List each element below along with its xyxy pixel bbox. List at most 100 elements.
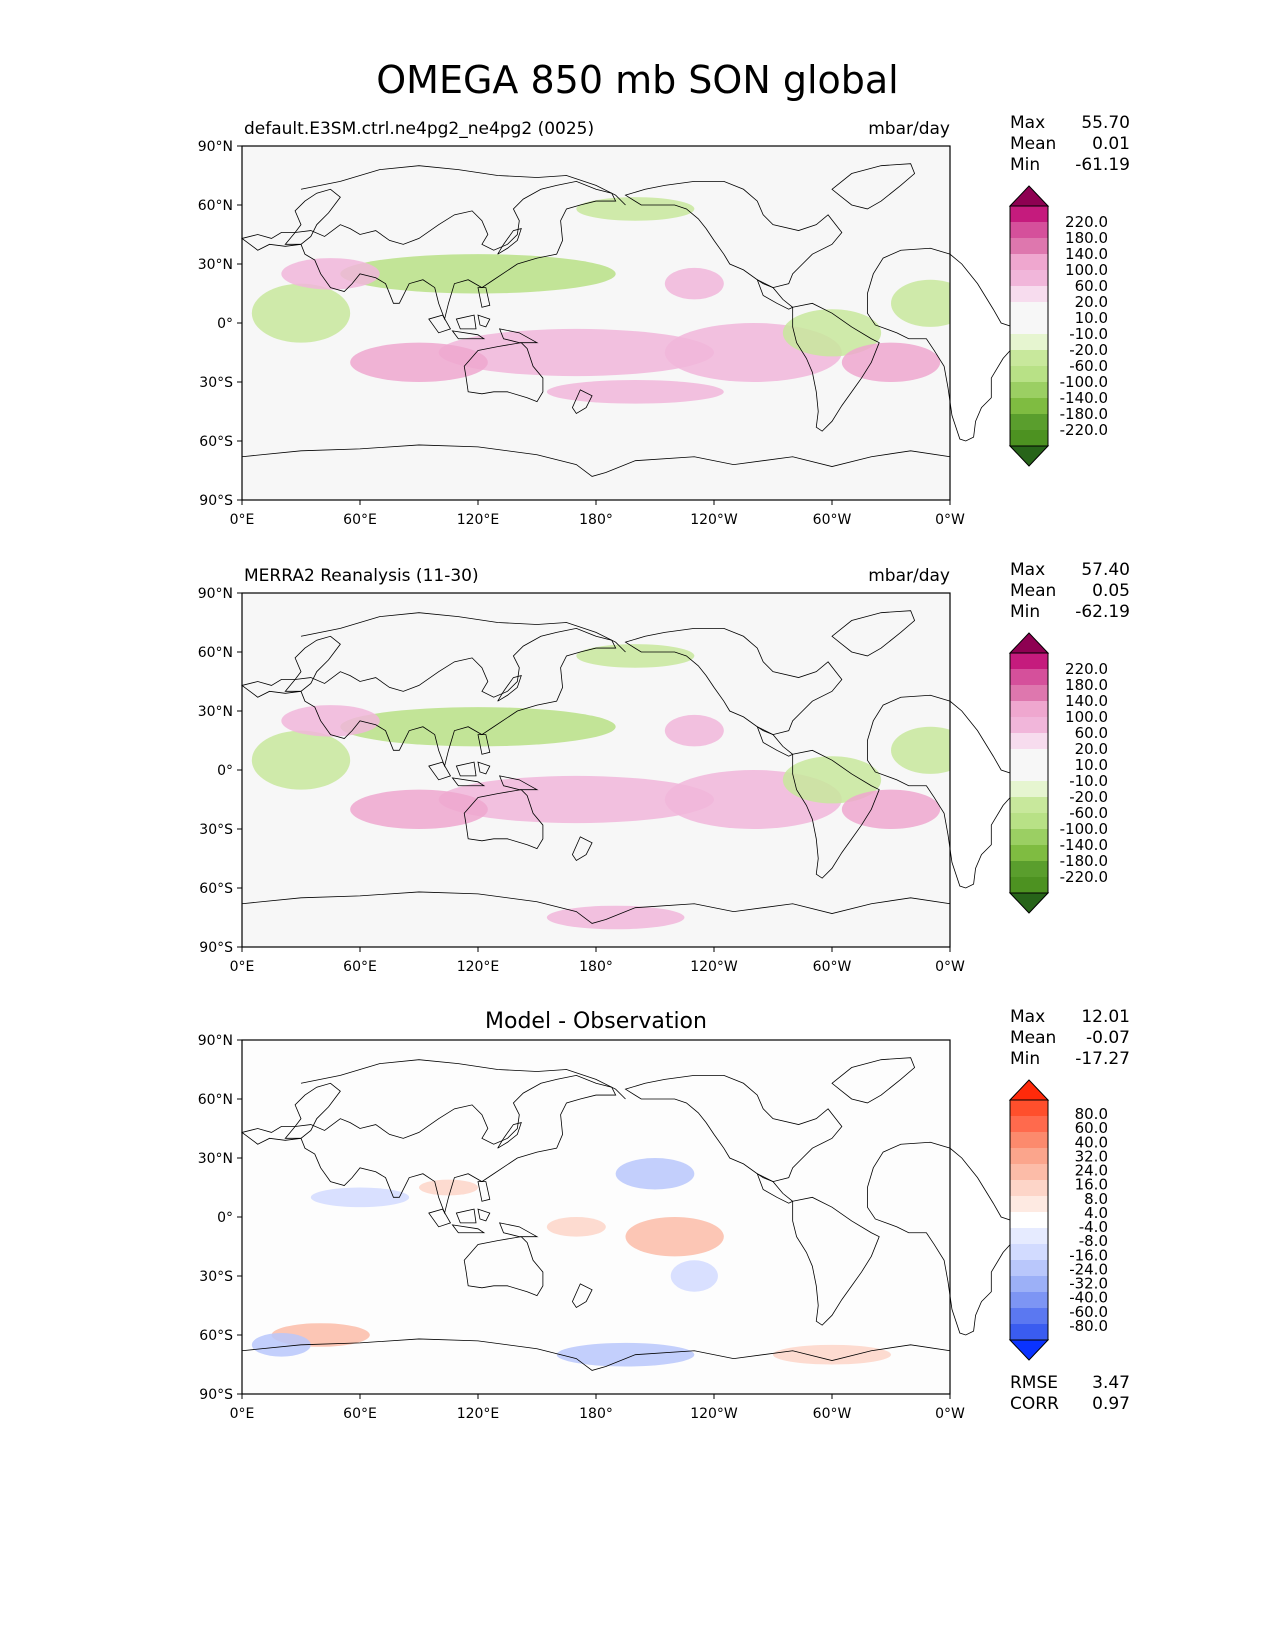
colorbar-segment (1010, 1276, 1048, 1293)
field-contour (438, 775, 714, 824)
lon-tick-label: 120°E (457, 1406, 500, 1422)
colorbar-tick-label: -10.0 (1069, 325, 1108, 343)
colorbar-frame (1009, 1099, 1049, 1341)
field-contour (670, 1260, 718, 1292)
lon-tick-label: 60°E (343, 1406, 377, 1422)
colorbar-extend-min (1008, 1339, 1050, 1361)
lat-tick-label: 60°S (199, 881, 233, 897)
colorbar-tick-label: 24.0 (1075, 1162, 1108, 1180)
colorbar-tick-label: 60.0 (1075, 1119, 1108, 1137)
colorbar-segment (1010, 1148, 1048, 1165)
colorbar-segment (1010, 334, 1048, 351)
colorbar-segment (1010, 206, 1048, 223)
colorbar-segment (1010, 797, 1048, 814)
lat-tick-label: 0° (217, 763, 233, 779)
field-contour (576, 197, 695, 221)
stat-label: Max (1010, 113, 1045, 133)
colorbar-tick-label: 140.0 (1065, 245, 1108, 263)
lat-tick-label: 60°S (199, 1328, 233, 1344)
field-contour (251, 730, 351, 790)
stat-label: Max (1010, 1007, 1045, 1027)
colorbar-segment (1010, 1116, 1048, 1133)
colorbar-tick-label: -60.0 (1069, 804, 1108, 822)
lat-tick-label: 90°S (199, 1387, 233, 1403)
colorbar-segment (1010, 749, 1048, 766)
lon-tick-label: 0°W (935, 512, 965, 528)
panel-center-title: Model - Observation (485, 1009, 707, 1034)
colorbar-tick-label: 100.0 (1065, 708, 1108, 726)
field-contour (782, 309, 882, 357)
colorbar-tick-label: 4.0 (1084, 1204, 1108, 1222)
field-contour (251, 1333, 311, 1357)
colorbar-segment (1010, 1292, 1048, 1309)
colorbar-segment (1010, 350, 1048, 367)
stat-value: -17.27 (1075, 1049, 1130, 1069)
colorbar-tick-label: 180.0 (1065, 676, 1108, 694)
colorbar-segment (1010, 1228, 1048, 1245)
obs-panel: 90°N 60°N 30°N 0° 30°S 60°S 90°S 0°E 60°E 120°E 18… (198, 560, 1130, 975)
colorbar-tick-label: -220.0 (1060, 868, 1108, 886)
field-contour (782, 756, 882, 804)
colorbar-tick-label: 60.0 (1075, 277, 1108, 295)
colorbar-tick-label: -32.0 (1069, 1275, 1108, 1293)
colorbar-segment (1010, 1132, 1048, 1149)
lon-tick-label: 0°E (230, 512, 255, 528)
model-panel: 90°N 60°N 30°N 0° 30°S 60°S 90°S 0°E 60°E 120°E 18… (198, 113, 1130, 528)
colorbar-tick-label: -20.0 (1069, 341, 1108, 359)
stat-label: Mean (1010, 1028, 1056, 1048)
stat-value: 55.70 (1081, 113, 1130, 133)
colorbar-tick-label: 220.0 (1065, 660, 1108, 678)
field-contour (773, 1344, 891, 1365)
colorbar-tick-label: -24.0 (1069, 1260, 1108, 1278)
field-contours (251, 644, 950, 930)
figure-title: OMEGA 850 mb SON global (376, 58, 899, 102)
lat-tick-label: 90°N (198, 139, 233, 155)
lat-tick-label: 0° (217, 1210, 233, 1226)
colorbar-segment (1010, 717, 1048, 734)
lon-tick-label: 60°W (813, 1406, 852, 1422)
lat-tick-label: 60°N (198, 645, 233, 661)
lat-tick-label: 90°N (198, 586, 233, 602)
colorbar-segment (1010, 1308, 1048, 1325)
colorbar-tick-label: 60.0 (1075, 724, 1108, 742)
stat-label: Min (1010, 602, 1040, 622)
stat-label: Mean (1010, 581, 1056, 601)
lat-tick-label: 60°S (199, 434, 233, 450)
field-contour (615, 1158, 695, 1190)
colorbar-tick-label: -180.0 (1060, 852, 1108, 870)
lat-tick-label: 30°N (198, 257, 233, 273)
colorbar-segment (1010, 254, 1048, 271)
colorbar-segment (1010, 845, 1048, 862)
colorbar-extend-min (1008, 445, 1050, 467)
colorbar-segment (1010, 685, 1048, 702)
stat-label: Min (1010, 155, 1040, 175)
colorbar-segment (1010, 701, 1048, 718)
lon-tick-label: 0°E (230, 1406, 255, 1422)
colorbar-tick-label: -60.0 (1069, 357, 1108, 375)
colorbar-extend-max (1008, 1079, 1050, 1101)
colorbar-tick-label: 180.0 (1065, 229, 1108, 247)
colorbar-segment (1010, 318, 1048, 335)
lat-tick-label: 0° (217, 316, 233, 332)
colorbar-segment (1010, 366, 1048, 383)
colorbar-tick-label: -140.0 (1060, 389, 1108, 407)
field-contour (625, 1217, 724, 1257)
field-contour (546, 905, 685, 930)
field-contours (251, 1158, 891, 1367)
colorbar-segment (1010, 1260, 1048, 1277)
field-contour (350, 342, 488, 383)
colorbar-extend-max (1008, 185, 1050, 207)
colorbar-segment (1010, 238, 1048, 255)
stat-value: -62.19 (1075, 602, 1130, 622)
field-contour (546, 380, 724, 404)
field-contour (891, 726, 950, 774)
lon-tick-label: 60°W (813, 512, 852, 528)
colorbar-tick-label: 20.0 (1075, 740, 1108, 758)
panel-left-title: MERRA2 Reanalysis (11-30) (244, 566, 479, 586)
colorbar-tick-label: 20.0 (1075, 293, 1108, 311)
colorbar-segment (1010, 430, 1048, 447)
footer-stat-value: 3.47 (1092, 1373, 1130, 1393)
field-contour (556, 1342, 695, 1367)
colorbar-tick-label: 40.0 (1075, 1133, 1108, 1151)
colorbar-segment (1010, 1324, 1048, 1341)
